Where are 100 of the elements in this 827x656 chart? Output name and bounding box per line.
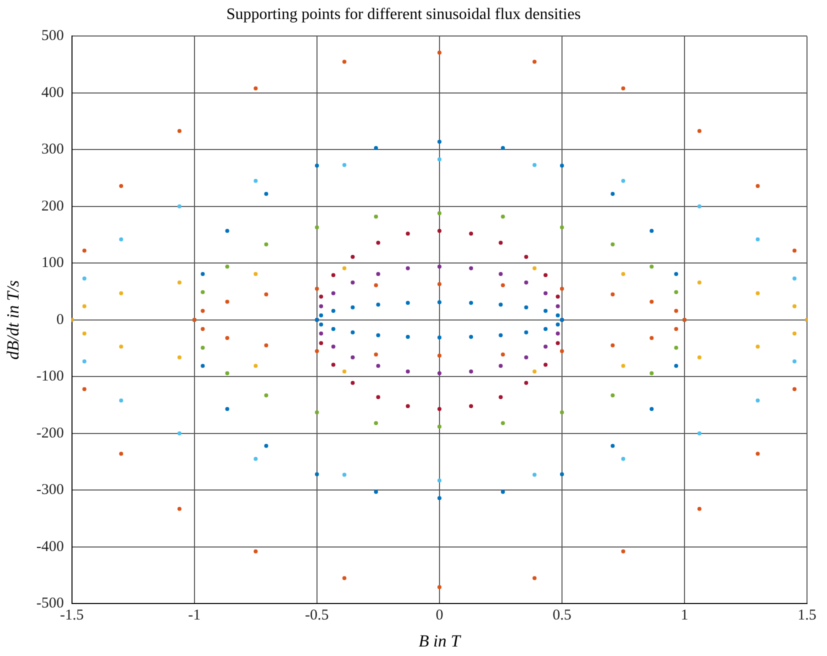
point — [498, 395, 503, 400]
point — [556, 322, 560, 326]
y-tick-label: 0 — [56, 312, 64, 328]
point — [500, 214, 505, 219]
point — [544, 326, 548, 331]
point — [621, 272, 626, 276]
point — [376, 272, 380, 276]
point — [532, 266, 537, 270]
point — [264, 444, 268, 448]
y-tick-label: -300 — [36, 482, 64, 498]
point — [437, 50, 442, 55]
point — [621, 178, 626, 183]
point — [200, 272, 205, 276]
point — [437, 585, 442, 590]
point — [342, 576, 346, 580]
point — [650, 371, 654, 376]
point — [437, 335, 442, 340]
point — [437, 478, 442, 482]
point — [177, 204, 182, 208]
point — [314, 225, 319, 230]
point — [331, 308, 336, 313]
point — [82, 387, 86, 392]
point — [119, 344, 124, 349]
point — [374, 421, 378, 426]
y-tick-label: -200 — [36, 425, 64, 442]
point — [437, 406, 442, 411]
y-tick-label: -400 — [36, 538, 64, 555]
point — [319, 313, 324, 318]
point — [498, 364, 503, 368]
point — [544, 308, 548, 313]
point — [254, 272, 258, 276]
point — [500, 283, 505, 288]
point — [374, 352, 378, 357]
point — [560, 225, 564, 230]
point — [319, 322, 324, 326]
point — [560, 349, 564, 354]
point — [406, 404, 410, 408]
point — [792, 276, 797, 280]
y-tick-label: 300 — [41, 142, 64, 158]
x-tick-label: 1 — [680, 608, 688, 624]
point — [650, 264, 654, 269]
point — [792, 359, 797, 364]
point — [406, 334, 410, 339]
point — [469, 266, 474, 270]
point — [264, 343, 268, 348]
point — [556, 294, 560, 299]
point — [225, 300, 230, 304]
point — [674, 290, 678, 294]
point — [756, 398, 760, 402]
point — [82, 248, 86, 253]
point — [544, 344, 548, 349]
point — [200, 364, 205, 368]
point — [406, 370, 410, 374]
point — [650, 300, 654, 304]
point — [374, 490, 378, 494]
point — [200, 346, 205, 350]
point — [331, 362, 336, 367]
point — [498, 302, 503, 307]
point — [437, 300, 442, 304]
point — [264, 242, 268, 246]
point — [225, 371, 230, 376]
point — [697, 204, 702, 208]
point — [225, 406, 230, 411]
point — [374, 283, 378, 288]
y-tick-label: -100 — [36, 368, 64, 385]
point — [200, 326, 205, 331]
point — [177, 506, 182, 511]
point — [406, 266, 410, 270]
point — [674, 346, 678, 350]
point — [376, 240, 380, 245]
point — [756, 344, 760, 349]
point — [254, 364, 258, 368]
point — [792, 304, 797, 308]
point — [82, 359, 86, 364]
point — [756, 452, 760, 456]
point — [469, 370, 474, 374]
point — [376, 395, 380, 400]
point — [532, 163, 537, 167]
point — [376, 333, 380, 338]
point — [532, 60, 537, 64]
point — [331, 326, 336, 331]
point — [319, 332, 324, 336]
point — [524, 305, 528, 310]
point — [674, 326, 678, 331]
point — [319, 341, 324, 346]
point — [500, 146, 505, 150]
point — [350, 380, 355, 385]
point — [560, 410, 564, 414]
y-tick-label: 400 — [41, 84, 64, 101]
point — [621, 456, 626, 461]
point — [621, 549, 626, 554]
point — [792, 332, 797, 336]
point — [376, 364, 380, 368]
point — [254, 86, 258, 90]
point — [437, 496, 442, 500]
point — [225, 264, 230, 269]
point — [610, 292, 615, 296]
point — [532, 472, 537, 477]
point — [374, 214, 378, 219]
point — [498, 272, 503, 276]
